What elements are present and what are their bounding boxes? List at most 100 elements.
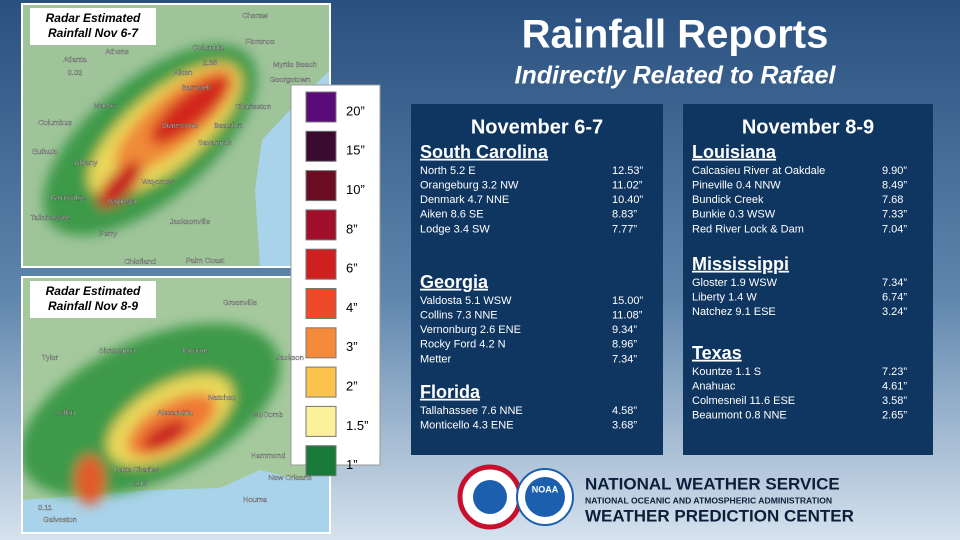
nws-logo-inner <box>473 480 507 514</box>
map-label: 0.11 <box>38 503 52 512</box>
location: Beaumont 0.8 NNE <box>692 410 787 422</box>
map-label: Houma <box>243 495 268 504</box>
subtitle: Indirectly Related to Rafael <box>515 62 837 90</box>
map-title: Radar Estimated <box>46 284 141 298</box>
location: Lodge 3.4 SW <box>420 223 490 235</box>
legend-label: 6” <box>346 261 358 276</box>
footer-parent: NATIONAL OCEANIC AND ATMOSPHERIC ADMINIS… <box>585 495 832 505</box>
rainfall: 3.58” <box>882 395 907 407</box>
legend-swatch <box>305 366 337 398</box>
rainfall: 9.90” <box>882 165 907 177</box>
map-label: Alexandria <box>157 408 193 417</box>
map-label: Jacksonville <box>170 217 210 226</box>
rainfall: 3.24” <box>882 306 907 318</box>
location: Denmark 4.7 NNE <box>420 194 509 206</box>
map-label: 0.02 <box>68 68 83 77</box>
location: Vernonburg 2.6 ENE <box>420 324 521 336</box>
state-name: Texas <box>692 343 742 363</box>
map-label: Greenville <box>223 298 257 307</box>
location: Monticello 4.3 ENE <box>420 420 514 432</box>
legend-swatch <box>305 170 337 202</box>
map-title: Rainfall Nov 6-7 <box>48 26 139 40</box>
map-label: Macon <box>94 101 117 110</box>
map-label: Palm Coast <box>186 256 226 265</box>
map-label: Cheraw <box>242 11 268 20</box>
map-1 <box>22 4 330 267</box>
legend-swatch <box>305 130 337 162</box>
location: Collins 7.3 NNE <box>420 310 498 322</box>
map-title: Radar Estimated <box>46 11 141 25</box>
rainfall: 7.04” <box>882 223 907 235</box>
location: Metter <box>420 353 452 365</box>
legend-label: 15” <box>346 143 365 158</box>
map-title-box <box>30 8 156 45</box>
location: Tallahassee 7.6 NNE <box>420 405 523 417</box>
legend-label: 4” <box>346 300 358 315</box>
map-label: Savannah <box>198 138 232 147</box>
map-label: Myrtle Beach <box>273 60 317 69</box>
legend-label: 8” <box>346 221 358 236</box>
map-label: Beaufort <box>214 121 243 130</box>
state-name: Florida <box>420 382 481 402</box>
map-label: Barnwell <box>182 83 211 92</box>
map-label: Bainbridge <box>50 193 86 202</box>
rainfall: 2.65” <box>882 410 907 422</box>
rainfall: 7.68 <box>882 194 903 206</box>
rainfall: 3.68” <box>612 420 637 432</box>
map-label: Monroe <box>182 346 207 355</box>
map-label: Galveston <box>43 515 77 524</box>
panel-date: November 6-7 <box>471 116 603 138</box>
map-label: Columbia <box>192 43 225 52</box>
location: Calcasieu River at Oakdale <box>692 165 825 177</box>
footer-org: NATIONAL WEATHER SERVICE <box>585 474 840 493</box>
legend-swatch <box>305 445 337 477</box>
legend-label: 20” <box>346 103 365 118</box>
map-label: Jackson <box>276 353 304 362</box>
location: Kountze 1.1 S <box>692 366 761 378</box>
title: Rainfall Reports <box>522 13 829 57</box>
legend-swatch <box>305 91 337 123</box>
location: Orangeburg 3.2 NW <box>420 180 519 192</box>
map-label: Perry <box>99 229 117 238</box>
rainfall: 11.08” <box>612 310 643 322</box>
legend-label: 1.5” <box>346 418 368 433</box>
rainfall: 11.02” <box>612 180 643 192</box>
legend-label: 3” <box>346 339 358 354</box>
location: Bundick Creek <box>692 194 764 206</box>
panel-date: November 8-9 <box>742 116 874 138</box>
map-2 <box>22 277 330 533</box>
rainfall: 4.61” <box>882 381 907 393</box>
rainfall: 10.40” <box>612 194 644 206</box>
noaa-logo-text: NOAA <box>532 484 559 494</box>
map-label: Shreveport <box>99 346 137 355</box>
legend-swatch <box>305 209 337 241</box>
location: Bunkie 0.3 WSW <box>692 209 776 221</box>
rainfall: 12.53” <box>612 165 644 177</box>
map-label: Tallahassee <box>30 213 70 222</box>
map-label: Columbus <box>38 118 72 127</box>
rainfall: 7.33” <box>882 209 907 221</box>
state-name: Georgia <box>420 272 489 292</box>
location: Pineville 0.4 NNW <box>692 180 781 192</box>
rainfall: 9.34” <box>612 324 637 336</box>
map-label: Athens <box>105 47 129 56</box>
rainfall: 8.96” <box>612 339 637 351</box>
location: Rocky Ford 4.2 N <box>420 339 506 351</box>
location: Valdosta 5.1 WSW <box>420 295 512 307</box>
map-label: Albany <box>75 158 98 167</box>
location: Natchez 9.1 ESE <box>692 306 776 318</box>
map-label: Aiken <box>174 68 193 77</box>
rainfall: 7.34” <box>882 277 907 289</box>
rainfall: 15.00” <box>612 295 644 307</box>
rainfall: 7.23” <box>882 366 907 378</box>
location: Aiken 8.6 SE <box>420 209 484 221</box>
legend-swatch <box>305 288 337 319</box>
rainfall: 7.34” <box>612 353 637 365</box>
panel <box>683 104 933 455</box>
rainfall: 8.49” <box>882 180 907 192</box>
state-name: South Carolina <box>420 142 549 162</box>
legend-swatch <box>305 248 337 280</box>
rainfall: 4.58” <box>612 405 637 417</box>
